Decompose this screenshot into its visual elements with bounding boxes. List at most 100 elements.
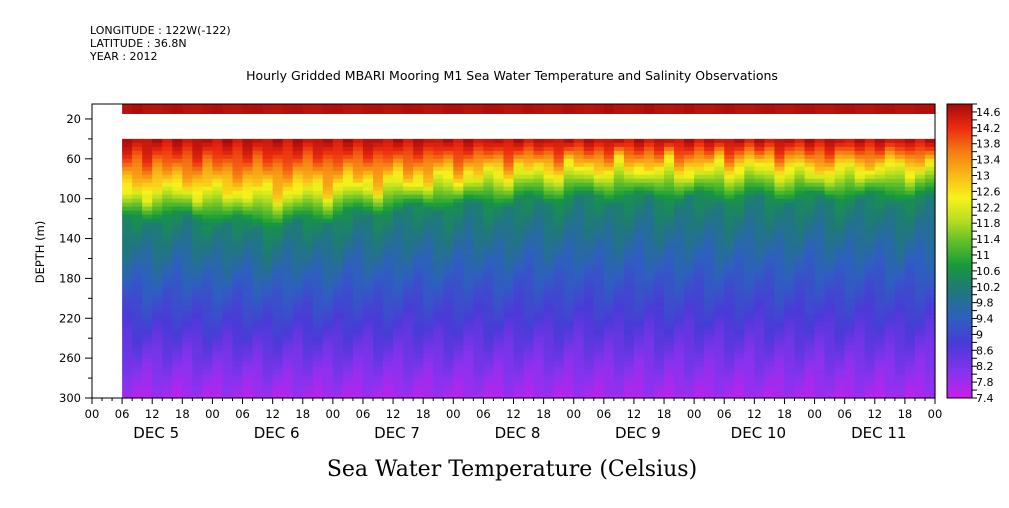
heat-cell xyxy=(413,262,424,268)
heat-cell xyxy=(292,246,304,252)
heat-cell xyxy=(352,338,364,343)
heat-cell xyxy=(493,314,505,319)
heat-cell xyxy=(262,238,274,244)
heat-cell xyxy=(222,230,234,236)
heat-cell xyxy=(172,354,183,359)
heat-cell xyxy=(192,258,203,264)
heat-cell xyxy=(222,386,234,391)
heat-cell xyxy=(473,146,484,152)
heat-cell xyxy=(302,238,314,244)
heat-cell xyxy=(844,350,856,355)
heat-cell xyxy=(212,334,224,339)
heat-cell xyxy=(182,202,193,208)
heat-cell xyxy=(272,218,284,224)
heat-cell xyxy=(413,322,424,327)
heat-cell xyxy=(744,214,755,220)
heat-cell xyxy=(864,226,876,232)
heat-cell xyxy=(302,162,314,168)
heat-cell xyxy=(684,138,695,144)
heat-cell xyxy=(463,306,474,311)
heat-cell xyxy=(242,366,254,371)
heat-cell xyxy=(362,138,374,144)
heat-cell xyxy=(202,362,214,367)
heat-cell xyxy=(754,306,765,311)
heat-cell xyxy=(362,274,374,280)
heat-cell xyxy=(202,382,214,387)
heat-cell xyxy=(473,278,484,283)
heat-cell xyxy=(302,366,314,371)
heat-cell xyxy=(302,330,314,335)
heat-cell xyxy=(633,390,645,395)
heat-cell xyxy=(844,154,856,160)
heat-cell xyxy=(874,150,886,156)
heat-cell xyxy=(603,242,615,248)
heat-cell xyxy=(603,378,615,383)
heat-cell xyxy=(553,310,565,315)
heat-cell xyxy=(122,154,133,160)
heat-cell xyxy=(162,294,173,299)
heat-cell xyxy=(152,330,163,335)
heat-cell xyxy=(513,210,525,216)
heat-cell xyxy=(463,298,474,303)
heat-cell xyxy=(714,294,725,299)
heat-cell xyxy=(192,270,203,276)
heat-cell xyxy=(744,142,755,148)
heat-cell xyxy=(403,302,414,307)
heat-cell xyxy=(483,314,495,319)
heat-cell xyxy=(483,318,495,323)
heat-cell xyxy=(332,322,344,327)
heat-cell xyxy=(623,390,635,395)
heat-cell xyxy=(413,178,424,184)
heat-cell xyxy=(192,350,203,355)
heat-cell xyxy=(744,206,755,212)
heat-cell xyxy=(884,238,896,244)
heat-cell xyxy=(553,306,565,311)
heat-cell xyxy=(122,234,133,240)
heat-cell xyxy=(342,262,354,268)
heat-cell xyxy=(804,322,816,327)
heat-cell xyxy=(373,298,384,303)
heat-cell xyxy=(172,210,183,216)
heat-cell xyxy=(513,338,525,343)
heat-cell xyxy=(694,286,705,291)
heat-cell xyxy=(804,326,816,331)
heat-cell xyxy=(583,350,595,355)
heat-cell xyxy=(824,394,836,399)
heat-cell xyxy=(383,322,394,327)
heat-cell xyxy=(603,338,615,343)
heat-cell xyxy=(583,294,595,299)
heat-cell xyxy=(694,170,705,176)
heat-cell xyxy=(403,394,414,399)
heat-cell xyxy=(352,290,364,295)
heat-cell xyxy=(543,330,555,335)
heat-cell xyxy=(603,354,615,359)
heat-cell xyxy=(373,142,384,148)
heat-cell xyxy=(202,254,214,260)
heat-cell xyxy=(403,174,414,180)
heat-cell xyxy=(232,274,244,280)
heat-cell xyxy=(252,318,264,323)
heat-cell xyxy=(784,210,796,216)
heat-cell xyxy=(734,190,745,196)
heat-cell xyxy=(694,362,705,367)
heat-cell xyxy=(262,178,274,184)
heat-cell xyxy=(433,218,444,224)
heat-cell xyxy=(132,182,143,188)
heat-cell xyxy=(423,250,434,256)
heat-cell xyxy=(453,154,464,160)
heat-cell xyxy=(443,182,454,188)
heat-cell xyxy=(734,178,745,184)
heat-cell xyxy=(533,186,545,192)
heat-cell xyxy=(714,230,725,236)
heat-cell xyxy=(122,314,133,319)
heat-cell xyxy=(834,186,846,192)
heat-cell xyxy=(754,210,765,216)
heat-cell xyxy=(734,262,745,268)
heat-cell xyxy=(563,338,575,343)
heat-cell xyxy=(322,166,334,172)
heat-cell xyxy=(674,386,685,391)
heat-cell xyxy=(493,222,505,228)
heat-cell xyxy=(182,178,193,184)
heat-cell xyxy=(764,366,776,371)
heat-cell xyxy=(493,386,505,391)
